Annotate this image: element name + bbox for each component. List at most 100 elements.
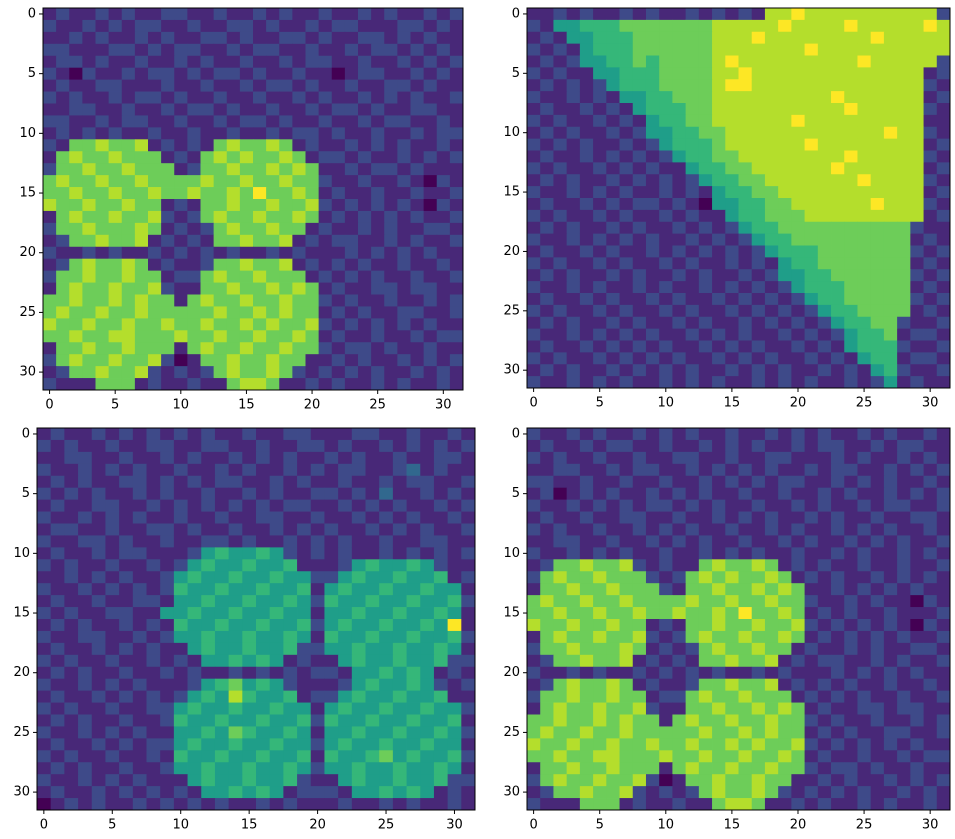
cell (51, 643, 65, 655)
cell (844, 198, 858, 210)
cell (279, 44, 293, 56)
cell (393, 500, 407, 512)
cell (712, 32, 726, 44)
cell (96, 271, 110, 283)
cell (147, 571, 161, 583)
cell (306, 306, 320, 318)
cell (857, 151, 871, 163)
cell (352, 547, 366, 559)
cell (752, 364, 766, 376)
cell (791, 583, 805, 595)
cell (122, 163, 136, 175)
cell (805, 8, 819, 20)
cell (407, 512, 421, 524)
cell (279, 151, 293, 163)
cell (553, 341, 567, 353)
cell (242, 703, 256, 715)
cell (78, 547, 92, 559)
cell (407, 679, 421, 691)
cell (227, 163, 241, 175)
cell (857, 257, 871, 269)
cell (319, 271, 333, 283)
cell (897, 376, 911, 388)
cell (606, 428, 620, 440)
cell (805, 376, 819, 388)
cell (384, 139, 398, 151)
cell (338, 774, 352, 786)
cell (56, 330, 70, 342)
cell (540, 786, 554, 798)
cell (82, 20, 96, 32)
cell (227, 187, 241, 199)
cell (659, 607, 673, 619)
cell (884, 464, 898, 476)
cell (831, 798, 845, 810)
cell (765, 524, 779, 536)
cell (844, 151, 858, 163)
cell (64, 512, 78, 524)
cell (884, 79, 898, 91)
cell (187, 271, 201, 283)
cell (279, 92, 293, 104)
cell (593, 762, 607, 774)
cell (924, 762, 938, 774)
cell (553, 281, 567, 293)
cell (133, 798, 147, 810)
cell (56, 211, 70, 223)
cell (324, 786, 338, 798)
cell (148, 92, 162, 104)
cell (699, 198, 713, 210)
cell (358, 139, 372, 151)
cell (818, 246, 832, 258)
cell (297, 643, 311, 655)
cell (805, 257, 819, 269)
cell (133, 655, 147, 667)
cell (109, 271, 123, 283)
cell (646, 571, 660, 583)
cell (306, 80, 320, 92)
cell (765, 715, 779, 727)
cell (122, 92, 136, 104)
cell (606, 56, 620, 68)
cell (96, 187, 110, 199)
cell (910, 726, 924, 738)
cell (553, 512, 567, 524)
cell (659, 774, 673, 786)
cell (924, 583, 938, 595)
cell (778, 464, 792, 476)
cell (352, 679, 366, 691)
cell (752, 631, 766, 643)
cell (424, 20, 438, 32)
cell (897, 32, 911, 44)
cell (338, 619, 352, 631)
cell (857, 67, 871, 79)
cell (82, 211, 96, 223)
cell (567, 798, 581, 810)
cell (620, 738, 634, 750)
cell (580, 186, 594, 198)
cell (857, 464, 871, 476)
cell (379, 750, 393, 762)
cell (672, 595, 686, 607)
cell (884, 774, 898, 786)
cell (253, 139, 267, 151)
cell (633, 440, 647, 452)
cell (214, 271, 228, 283)
cell (174, 440, 188, 452)
cell (527, 186, 541, 198)
cell (319, 318, 333, 330)
cell (765, 571, 779, 583)
cell (450, 175, 464, 187)
cell (818, 535, 832, 547)
cell (43, 235, 57, 247)
cell (540, 352, 554, 364)
cell (831, 162, 845, 174)
cell (119, 535, 133, 547)
cell (366, 679, 380, 691)
cell (752, 257, 766, 269)
cell (393, 643, 407, 655)
cell (633, 774, 647, 786)
x-tick-label: 5 (596, 818, 604, 833)
cell (450, 330, 464, 342)
cell (174, 211, 188, 223)
